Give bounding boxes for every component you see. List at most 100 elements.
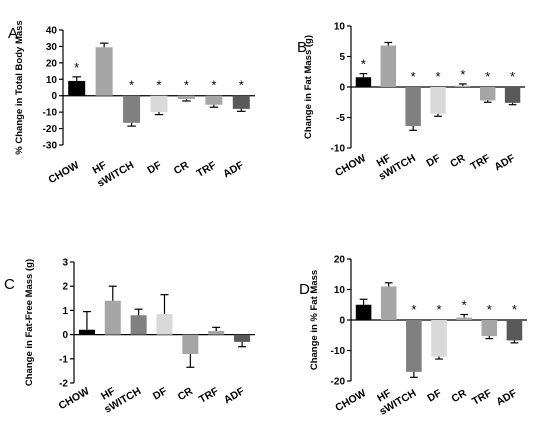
bar xyxy=(232,95,250,109)
bar xyxy=(355,77,372,87)
significance-star: * xyxy=(436,302,441,317)
bar xyxy=(205,95,223,105)
significance-star: * xyxy=(510,69,515,84)
y-tick-label: 0 xyxy=(339,316,345,327)
y-axis-label: Change in Fat Mass (g) xyxy=(303,35,314,139)
y-tick-label: 0 xyxy=(62,330,68,341)
bar xyxy=(156,314,173,335)
significance-star: * xyxy=(129,78,134,93)
bar xyxy=(380,45,396,87)
x-tick-label: ADF xyxy=(494,387,519,408)
bar xyxy=(380,286,397,320)
bar xyxy=(455,85,471,87)
significance-star: * xyxy=(184,78,189,93)
y-tick-label: 20 xyxy=(334,255,346,266)
panel-label: A xyxy=(8,25,18,42)
y-tick-label: 20 xyxy=(46,58,58,69)
y-tick-label: -2 xyxy=(59,379,68,390)
panel-label: B xyxy=(297,39,307,56)
x-tick-label: TRF xyxy=(469,152,493,173)
bar xyxy=(104,300,121,335)
bar xyxy=(208,330,225,335)
y-tick-label: 2 xyxy=(62,282,68,293)
x-tick-label: TRF xyxy=(197,385,221,406)
x-tick-label: CR xyxy=(172,159,191,177)
significance-star: * xyxy=(487,302,492,317)
bar xyxy=(506,320,523,341)
y-tick-label: -10 xyxy=(331,144,346,155)
bar xyxy=(130,315,147,335)
bar xyxy=(481,320,498,337)
significance-star: * xyxy=(485,69,490,84)
significance-star: * xyxy=(361,57,366,72)
y-axis-label: Change in % Fat Mass xyxy=(309,270,320,370)
significance-star: * xyxy=(74,60,79,75)
y-tick-label: 0 xyxy=(339,83,345,94)
panel-label: D xyxy=(299,281,310,298)
bar xyxy=(406,320,422,372)
x-tick-label: CR xyxy=(448,152,467,170)
bar xyxy=(234,334,251,342)
x-tick-label: ADF xyxy=(492,152,517,173)
y-tick-label: -10 xyxy=(43,108,58,119)
significance-star: * xyxy=(239,78,244,93)
bar xyxy=(150,95,168,113)
y-tick-label: 3 xyxy=(62,258,68,269)
y-tick-label: -10 xyxy=(331,346,346,357)
y-tick-label: 5 xyxy=(339,52,345,63)
x-tick-label: ADF xyxy=(222,385,247,406)
x-tick-label: CHOW xyxy=(46,159,81,186)
y-tick-label: -20 xyxy=(43,124,58,135)
y-tick-label: 10 xyxy=(334,285,346,296)
y-tick-label: 30 xyxy=(46,42,58,53)
significance-star: * xyxy=(211,78,216,93)
y-tick-label: -20 xyxy=(331,377,346,388)
bar xyxy=(78,329,95,335)
y-axis-label: Change in Fat-Free Mass (g) xyxy=(24,259,35,386)
significance-star: * xyxy=(435,69,440,84)
bar xyxy=(182,334,199,354)
bar xyxy=(68,80,86,96)
x-tick-label: ADF xyxy=(221,159,246,180)
bar xyxy=(405,87,421,127)
y-tick-label: -5 xyxy=(336,113,345,124)
significance-star: * xyxy=(411,69,416,84)
x-tick-label: DF xyxy=(425,387,444,405)
panel-a: A% Change in Total Body Mass -30 -20 -10 0 10… xyxy=(8,20,255,190)
y-tick-label: 1 xyxy=(62,306,68,317)
bar xyxy=(355,304,372,320)
y-tick-label: -1 xyxy=(59,354,68,365)
significance-star: * xyxy=(462,298,467,313)
y-tick-label: -30 xyxy=(43,141,58,152)
x-tick-label: CR xyxy=(176,385,195,403)
x-tick-label: DF xyxy=(145,159,164,177)
x-tick-label: DF xyxy=(424,152,443,170)
y-axis-label: % Change in Total Body Mass xyxy=(14,20,25,154)
y-tick-label: 40 xyxy=(46,26,58,37)
significance-star: * xyxy=(411,302,416,317)
bar xyxy=(95,47,113,96)
x-tick-label: CHOW xyxy=(333,152,368,179)
y-tick-label: 0 xyxy=(51,91,57,102)
bar xyxy=(431,320,447,357)
bar xyxy=(430,87,446,114)
bar xyxy=(456,317,472,320)
panel-c: C Change in Fat-Free Mass (g) -2-10123CHOW… xyxy=(4,258,255,416)
x-tick-label: TRF xyxy=(195,159,219,180)
y-tick-label: 10 xyxy=(334,22,346,33)
x-tick-label: DF xyxy=(151,385,170,403)
y-tick-label: 10 xyxy=(46,75,58,86)
bar xyxy=(480,87,496,101)
x-tick-label: CR xyxy=(450,387,469,405)
bar xyxy=(123,95,141,123)
significance-star: * xyxy=(460,67,465,82)
significance-star: * xyxy=(156,78,161,93)
x-tick-label: TRF xyxy=(470,387,494,408)
bar xyxy=(504,87,521,103)
x-tick-label: CHOW xyxy=(333,387,368,414)
panel-label: C xyxy=(4,276,15,293)
bar xyxy=(177,95,195,99)
significance-star: * xyxy=(512,302,517,317)
